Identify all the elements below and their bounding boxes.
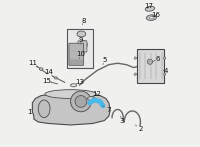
- Circle shape: [164, 73, 166, 75]
- Ellipse shape: [39, 68, 43, 70]
- Circle shape: [164, 57, 166, 59]
- FancyBboxPatch shape: [69, 43, 84, 65]
- Ellipse shape: [81, 41, 87, 49]
- Text: 17: 17: [144, 3, 153, 9]
- Text: 4: 4: [163, 68, 168, 74]
- Text: 1: 1: [27, 109, 32, 115]
- Ellipse shape: [54, 77, 57, 79]
- Circle shape: [75, 96, 87, 107]
- Text: 9: 9: [79, 37, 83, 44]
- Text: 15: 15: [43, 78, 52, 84]
- Ellipse shape: [88, 97, 95, 100]
- Text: 6: 6: [153, 56, 160, 62]
- Circle shape: [134, 57, 136, 59]
- Text: 10: 10: [76, 51, 85, 59]
- Text: 3: 3: [120, 116, 124, 123]
- Circle shape: [71, 91, 91, 112]
- Text: 13: 13: [75, 79, 84, 85]
- Circle shape: [134, 73, 136, 75]
- Ellipse shape: [45, 90, 96, 98]
- FancyBboxPatch shape: [137, 49, 164, 83]
- Text: 11: 11: [28, 60, 38, 68]
- Circle shape: [147, 59, 153, 64]
- Ellipse shape: [145, 6, 155, 11]
- Text: 7: 7: [103, 106, 111, 113]
- Ellipse shape: [149, 17, 154, 19]
- Text: 14: 14: [44, 69, 53, 76]
- Text: 8: 8: [82, 18, 86, 25]
- Ellipse shape: [38, 100, 50, 118]
- Text: 2: 2: [135, 125, 143, 132]
- Text: 12: 12: [93, 91, 101, 97]
- FancyBboxPatch shape: [67, 29, 93, 68]
- Text: 16: 16: [151, 12, 160, 18]
- Ellipse shape: [77, 31, 86, 37]
- FancyBboxPatch shape: [78, 41, 87, 52]
- Polygon shape: [32, 94, 110, 125]
- Text: 5: 5: [102, 57, 107, 65]
- Ellipse shape: [146, 15, 157, 20]
